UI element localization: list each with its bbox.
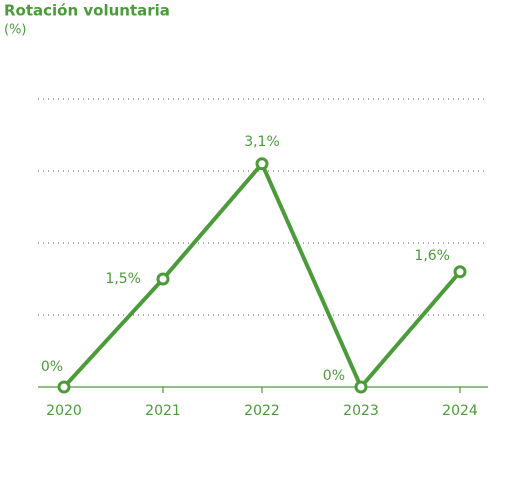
chart-title: Rotación voluntaria <box>4 2 170 20</box>
point <box>453 265 467 279</box>
point <box>354 380 368 394</box>
x-tick-label: 2024 <box>442 403 478 419</box>
value-label: 0% <box>41 359 63 375</box>
point <box>156 272 170 286</box>
point <box>57 380 71 394</box>
x-tick-label: 2023 <box>343 403 379 419</box>
value-label: 0% <box>323 368 345 384</box>
chart-subtitle: (%) <box>4 23 27 38</box>
x-tick-label: 2020 <box>46 403 82 419</box>
x-tick-label: 2022 <box>244 403 280 419</box>
value-label: 1,5% <box>105 271 141 287</box>
value-label: 1,6% <box>414 248 450 264</box>
x-tick-label: 2021 <box>145 403 181 419</box>
value-label: 3,1% <box>244 134 280 150</box>
point <box>255 157 269 171</box>
